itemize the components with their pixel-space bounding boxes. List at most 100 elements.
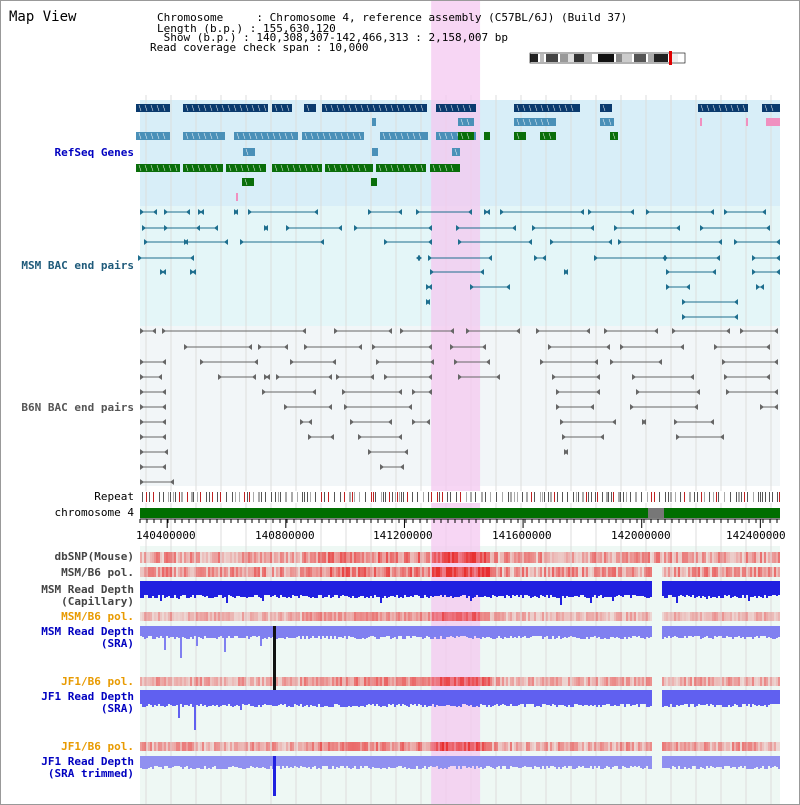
polymorphism-cell bbox=[436, 612, 438, 621]
msm-read-depth-capillary-label[interactable]: MSM Read Depth bbox=[41, 583, 134, 596]
read-depth-bar bbox=[144, 756, 146, 769]
read-depth-spike bbox=[590, 581, 592, 603]
polymorphism-cell bbox=[398, 612, 400, 621]
polymorphism-cell bbox=[588, 742, 590, 751]
polymorphism-cell bbox=[400, 742, 402, 751]
read-depth-bar bbox=[208, 690, 210, 706]
msm-bac-label[interactable]: MSM BAC end pairs bbox=[21, 259, 134, 272]
polymorphism-cell bbox=[370, 552, 372, 563]
bac-end-marker bbox=[338, 225, 342, 231]
polymorphism-cell bbox=[462, 567, 464, 577]
polymorphism-cell bbox=[162, 567, 164, 577]
jf1-b6-pol-label[interactable]: JF1/B6 pol. bbox=[61, 675, 134, 688]
polymorphism-cell bbox=[238, 612, 240, 621]
read-depth-bar bbox=[346, 581, 348, 596]
jf1-b6-pol-2-label[interactable]: JF1/B6 pol. bbox=[61, 740, 134, 753]
read-depth-bar bbox=[706, 756, 708, 766]
dbsnp-label[interactable]: dbSNP(Mouse) bbox=[54, 550, 134, 563]
gene-exon-mark bbox=[298, 164, 302, 172]
axis-tick-label: 142000000 bbox=[611, 529, 671, 542]
polymorphism-cell bbox=[162, 677, 164, 686]
jf1-read-depth-sra-label[interactable]: JF1 Read Depth bbox=[41, 690, 134, 703]
polymorphism-cell bbox=[270, 677, 272, 686]
read-depth-bar bbox=[204, 626, 206, 636]
read-depth-bar bbox=[384, 626, 386, 637]
repeat-label[interactable]: Repeat bbox=[94, 490, 134, 503]
polymorphism-cell bbox=[146, 567, 148, 577]
polymorphism-cell bbox=[498, 612, 500, 621]
read-depth-bar bbox=[708, 690, 710, 706]
bac-end-marker bbox=[614, 225, 618, 231]
polymorphism-cell bbox=[382, 612, 384, 621]
read-depth-bar bbox=[600, 581, 602, 595]
polymorphism-cell bbox=[178, 567, 180, 577]
polymorphism-cell bbox=[638, 612, 640, 621]
msm-b6-pol-label[interactable]: MSM/B6 pol. bbox=[61, 566, 134, 579]
polymorphism-cell bbox=[154, 567, 156, 577]
polymorphism-cell bbox=[538, 742, 540, 751]
chromosome-label[interactable]: chromosome 4 bbox=[54, 506, 134, 519]
read-depth-bar bbox=[324, 581, 326, 597]
polymorphism-cell bbox=[284, 552, 286, 563]
polymorphism-cell bbox=[388, 677, 390, 686]
polymorphism-cell bbox=[364, 677, 366, 686]
read-depth-bar bbox=[720, 690, 722, 705]
read-depth-bar bbox=[510, 581, 512, 598]
polymorphism-cell bbox=[360, 552, 362, 563]
polymorphism-cell bbox=[706, 742, 708, 751]
read-depth-bar bbox=[702, 581, 704, 596]
read-depth-bar bbox=[544, 626, 546, 637]
gene-exon-mark bbox=[396, 164, 400, 172]
polymorphism-cell bbox=[458, 567, 460, 577]
bac-end-marker bbox=[612, 419, 616, 425]
polymorphism-cell bbox=[692, 567, 694, 577]
polymorphism-cell bbox=[654, 552, 656, 563]
polymorphism-cell bbox=[320, 567, 322, 577]
msm-b6-pol-2-label[interactable]: MSM/B6 pol. bbox=[61, 610, 134, 623]
bac-end-marker bbox=[690, 374, 694, 380]
jf1-read-depth-trimmed-label[interactable]: JF1 Read Depth bbox=[41, 755, 134, 768]
polymorphism-cell bbox=[426, 612, 428, 621]
read-depth-bar bbox=[232, 581, 234, 597]
read-depth-bar bbox=[596, 690, 598, 707]
read-depth-bar bbox=[376, 581, 378, 597]
refseq-genes-label[interactable]: RefSeq Genes bbox=[54, 146, 134, 159]
polymorphism-cell bbox=[160, 567, 162, 577]
bac-end-marker bbox=[528, 239, 532, 245]
polymorphism-cell bbox=[298, 612, 300, 621]
polymorphism-cell bbox=[438, 677, 440, 686]
polymorphism-cell bbox=[208, 742, 210, 751]
polymorphism-cell bbox=[204, 677, 206, 686]
polymorphism-cell bbox=[680, 567, 682, 577]
polymorphism-cell bbox=[502, 552, 504, 563]
polymorphism-cell bbox=[486, 612, 488, 621]
read-depth-bar bbox=[754, 581, 756, 596]
polymorphism-cell bbox=[598, 677, 600, 686]
polymorphism-cell bbox=[340, 677, 342, 686]
msm-read-depth-sra-label[interactable]: MSM Read Depth bbox=[41, 625, 134, 638]
polymorphism-cell bbox=[760, 742, 762, 751]
refseq-gene bbox=[183, 132, 225, 140]
read-depth-bar bbox=[248, 581, 250, 597]
read-depth-bar bbox=[592, 581, 594, 597]
read-depth-spike bbox=[470, 581, 472, 601]
polymorphism-cell bbox=[674, 742, 676, 751]
polymorphism-cell bbox=[386, 552, 388, 563]
polymorphism-cell bbox=[756, 612, 758, 621]
read-depth-bar bbox=[638, 690, 640, 707]
polymorphism-cell bbox=[508, 552, 510, 563]
polymorphism-cell bbox=[144, 552, 146, 563]
read-depth-bar bbox=[230, 690, 232, 706]
polymorphism-cell bbox=[144, 742, 146, 751]
polymorphism-cell bbox=[184, 552, 186, 563]
read-depth-bar bbox=[332, 626, 334, 639]
polymorphism-cell bbox=[330, 552, 332, 563]
polymorphism-cell bbox=[442, 677, 444, 686]
read-depth-bar bbox=[520, 581, 522, 595]
b6n-bac-label[interactable]: B6N BAC end pairs bbox=[21, 401, 134, 414]
read-depth-bar bbox=[722, 626, 724, 638]
polymorphism-cell bbox=[644, 552, 646, 563]
bac-end-marker bbox=[200, 359, 204, 365]
read-depth-bar bbox=[156, 581, 158, 598]
